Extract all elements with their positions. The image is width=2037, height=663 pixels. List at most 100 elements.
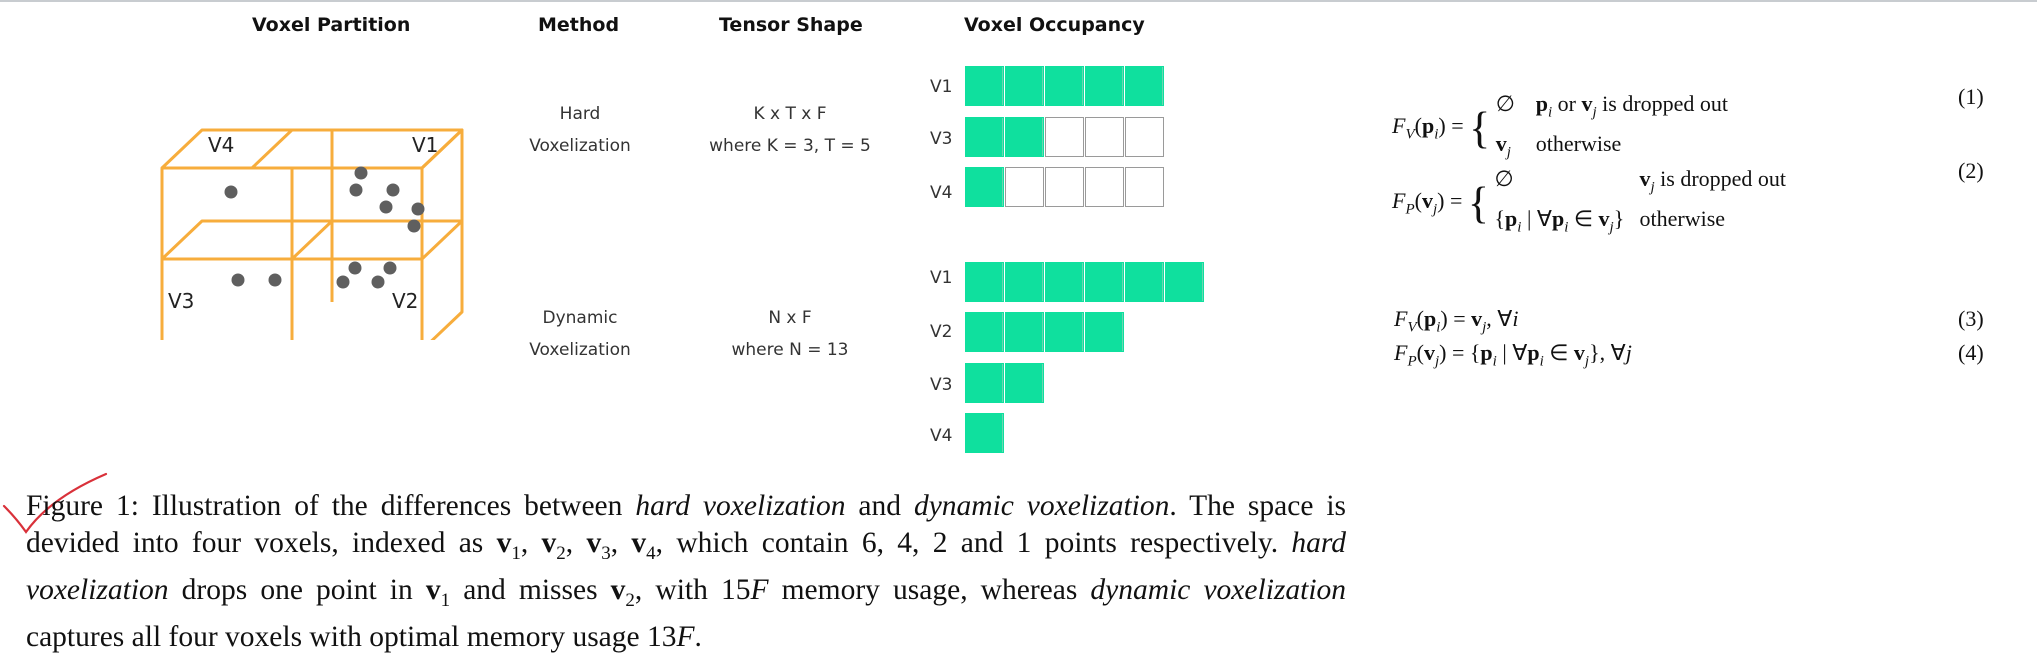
hard-shape-line1: K x T x F xyxy=(690,104,890,124)
dynamic-row-label-0: V1 xyxy=(930,268,952,288)
hard-method-line2: Voxelization xyxy=(490,136,670,156)
header-voxel-occupancy: Voxel Occupancy xyxy=(964,14,1145,36)
occupied-cell xyxy=(1085,312,1124,352)
eq2-case1-value: ∅ xyxy=(1494,163,1639,195)
dynamic-method-line2: Voxelization xyxy=(490,340,670,360)
caption-vector: v xyxy=(542,527,557,559)
eq1-number: (1) xyxy=(1958,84,1984,110)
dynamic-bar-1 xyxy=(965,312,1125,352)
eq1-case1-condition: pi or vj is dropped out xyxy=(1536,91,1728,116)
cube-label-v2: V2 xyxy=(392,289,418,313)
eq2-brace: { xyxy=(1468,178,1489,227)
caption-text: and misses xyxy=(463,574,597,606)
empty-cell xyxy=(1125,167,1164,207)
equation-1: FV(pi) = { ∅ pi or vj is dropped out vj ot… xyxy=(1392,88,1728,169)
eq2-case1-condition: vj is dropped out xyxy=(1639,166,1786,191)
dynamic-shape-line2: where N = 13 xyxy=(690,340,890,360)
caption-text: , which contain 6, 4, 2 and 1 points res… xyxy=(656,527,1278,559)
equation-4: FP(vj) = {pi | ∀pi ∈ vj}, ∀j xyxy=(1394,340,1632,370)
dynamic-shape-line1: N x F xyxy=(690,308,890,328)
dynamic-row-label-1: V2 xyxy=(930,322,952,342)
caption-hard-voxelization: hard voxelization xyxy=(635,490,845,522)
hard-shape-line2: where K = 3, T = 5 xyxy=(690,136,890,156)
occupied-cell xyxy=(1125,66,1164,106)
dynamic-bar-3 xyxy=(965,413,1005,453)
empty-cell xyxy=(1045,117,1084,157)
occupied-cell xyxy=(1005,312,1044,352)
caption-dynamic-voxelization: dynamic voxelization xyxy=(914,490,1169,522)
voxel-partition-diagram: V4 V1 V3 V2 xyxy=(150,120,470,340)
header-tensor-shape: Tensor Shape xyxy=(719,14,863,36)
occupied-cell xyxy=(1045,66,1084,106)
eq2-number: (2) xyxy=(1958,158,1984,184)
dynamic-row-label-3: V4 xyxy=(930,426,952,446)
cube-label-v1: V1 xyxy=(412,133,438,157)
caption-subscript: 4 xyxy=(646,542,656,563)
occupied-cell xyxy=(965,167,1004,207)
occupied-cell xyxy=(965,413,1004,453)
caption-vector: v xyxy=(631,527,646,559)
caption-text: . xyxy=(695,621,702,653)
occupied-cell xyxy=(1045,262,1084,302)
caption-label: Figure 1: xyxy=(26,490,139,522)
cube-label-v4: V4 xyxy=(208,133,234,157)
caption-text: drops one point in xyxy=(182,574,413,606)
hard-bar-1 xyxy=(965,117,1165,157)
empty-cell xyxy=(1045,167,1084,207)
caption-variable: F xyxy=(750,574,768,606)
hard-row-label-1: V3 xyxy=(930,129,952,149)
occupied-cell xyxy=(1165,262,1204,302)
cube-label-v3: V3 xyxy=(168,289,194,313)
occupied-cell xyxy=(965,262,1004,302)
eq1-case1-value: ∅ xyxy=(1496,88,1536,120)
dynamic-row-label-2: V3 xyxy=(930,375,952,395)
hard-bar-0 xyxy=(965,66,1165,106)
occupied-cell xyxy=(965,363,1004,403)
occupied-cell xyxy=(1005,66,1044,106)
caption-text: Illustration of the differences between xyxy=(152,490,623,522)
caption-dynamic-voxelization: dynamic voxelization xyxy=(1090,574,1346,606)
eq1-brace: { xyxy=(1469,103,1490,152)
dynamic-bar-0 xyxy=(965,262,1205,302)
occupied-cell xyxy=(965,312,1004,352)
hard-method-line1: Hard xyxy=(490,104,670,124)
occupied-cell xyxy=(1005,363,1044,403)
caption-text: memory usage, whereas xyxy=(782,574,1078,606)
header-method: Method xyxy=(538,14,619,36)
caption-subscript: 1 xyxy=(441,590,451,611)
occupied-cell xyxy=(1045,312,1084,352)
dynamic-method-line1: Dynamic xyxy=(490,308,670,328)
caption-vector: v xyxy=(426,574,441,606)
empty-cell xyxy=(1085,167,1124,207)
top-border xyxy=(0,0,2037,2)
caption-subscript: 1 xyxy=(511,542,521,563)
occupied-cell xyxy=(1125,262,1164,302)
caption-text: , with 15 xyxy=(635,574,751,606)
caption-text: and xyxy=(858,490,901,522)
header-voxel-partition: Voxel Partition xyxy=(252,14,410,36)
caption-subscript: 3 xyxy=(601,542,611,563)
equation-3: FV(pi) = vj, ∀i xyxy=(1394,306,1518,336)
empty-cell xyxy=(1085,117,1124,157)
eq2-case2-condition: otherwise xyxy=(1639,206,1725,231)
caption-variable: F xyxy=(676,621,694,653)
hard-row-label-0: V1 xyxy=(930,77,952,97)
eq3-number: (3) xyxy=(1958,306,1984,332)
occupied-cell xyxy=(1005,262,1044,302)
caption-subscript: 2 xyxy=(556,542,566,563)
empty-cell xyxy=(1005,167,1044,207)
occupied-cell xyxy=(965,117,1004,157)
empty-cell xyxy=(1125,117,1164,157)
caption-vector: v xyxy=(611,574,626,606)
occupied-cell xyxy=(1085,262,1124,302)
caption-subscript: 2 xyxy=(625,590,635,611)
occupied-cell xyxy=(1005,117,1044,157)
figure-caption: Figure 1: Illustration of the difference… xyxy=(26,488,1346,656)
caption-vector: v xyxy=(586,527,601,559)
eq1-case2-condition: otherwise xyxy=(1536,131,1622,156)
hard-row-label-2: V4 xyxy=(930,183,952,203)
occupied-cell xyxy=(965,66,1004,106)
caption-vector: v xyxy=(497,527,512,559)
occupied-cell xyxy=(1085,66,1124,106)
eq2-case2-value: {pi | ∀pi ∈ vj} xyxy=(1494,203,1639,243)
